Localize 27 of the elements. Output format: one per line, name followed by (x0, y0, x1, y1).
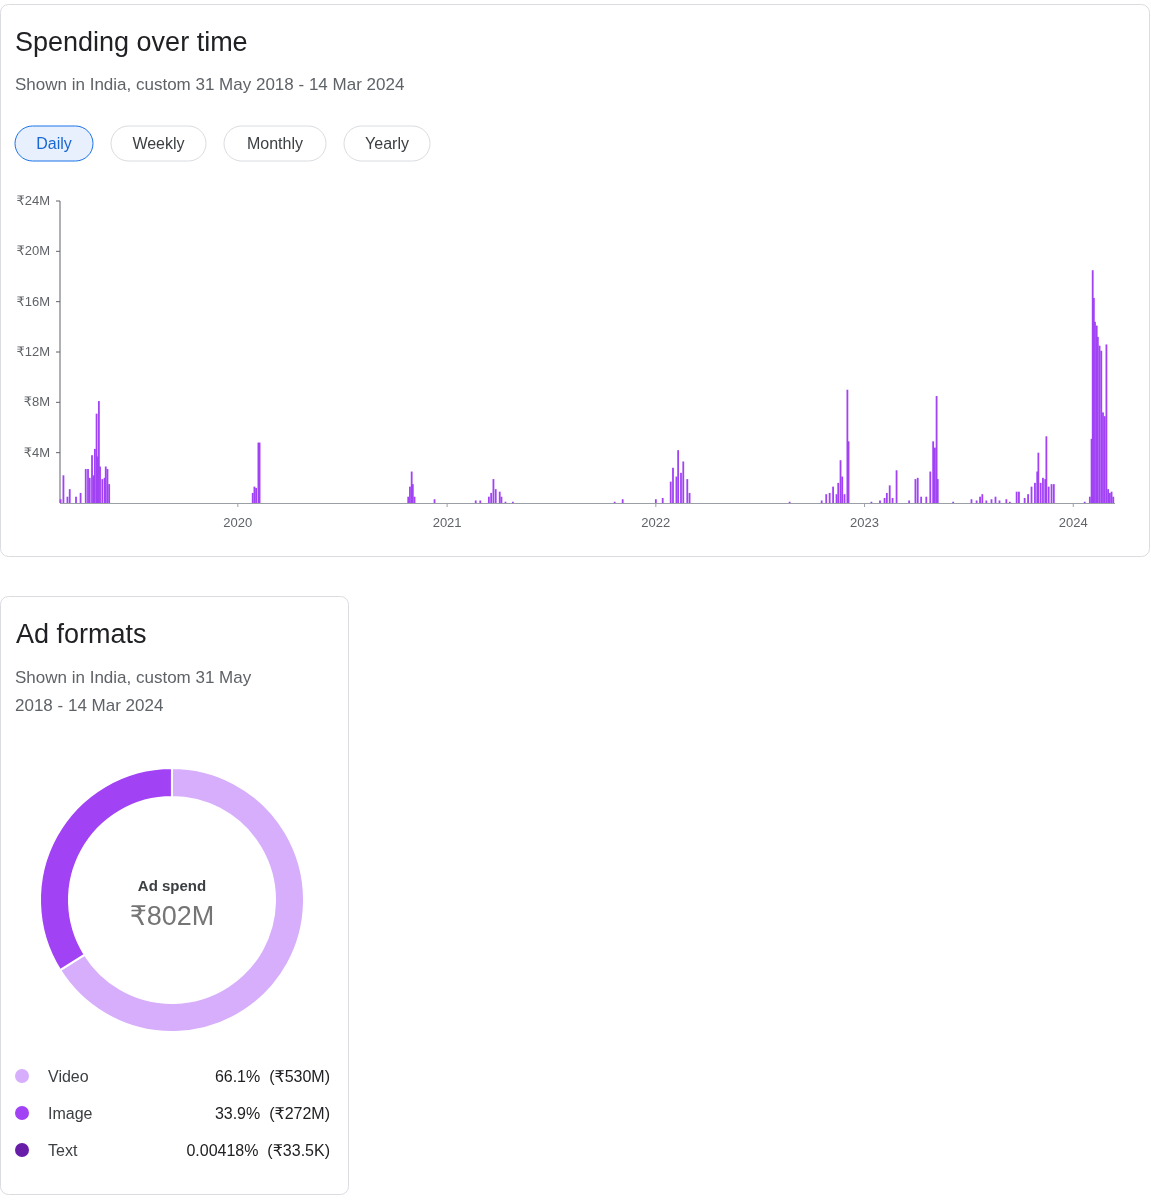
legend-label: Video (48, 1068, 89, 1085)
text: Ad spend (137, 877, 207, 894)
y-tick-label: ₹16M (16, 293, 50, 309)
y-tick-label: ₹4M (23, 444, 50, 460)
chart-subtitle: Shown in India, custom 31 May 2018 - 14 Mar 2024 (15, 75, 405, 94)
x-tick-label: 2021 (432, 515, 462, 530)
toggle-button: Monthly (223, 125, 327, 162)
toggle-button: Daily (14, 125, 94, 162)
y-tick-label: ₹20M (16, 243, 50, 259)
y-tick-label: ₹12M (16, 344, 50, 359)
data-label: 33.9% (₹272M) (214, 1105, 330, 1122)
chart-title: Ad formats (16, 619, 147, 649)
legend-label: Text (48, 1142, 78, 1159)
chart-title: Spending over time (15, 27, 248, 57)
data-label: 0.00418% (₹33.5K) (186, 1142, 330, 1159)
toggle-button: Weekly (110, 125, 207, 162)
chart-subtitle: Shown in India, custom 31 May 2018 - 14 Mar 2024 (15, 668, 252, 715)
text: ₹802M (129, 901, 215, 931)
y-tick-label: ₹8M (23, 394, 50, 410)
data-label: 66.1% (₹530M) (214, 1068, 330, 1085)
legend-label: Image (48, 1105, 93, 1122)
x-tick-label: 2023 (850, 515, 880, 530)
x-tick-label: 2020 (223, 515, 253, 530)
toggle-button: Yearly (343, 125, 431, 162)
y-tick-label: ₹24M (16, 193, 50, 208)
x-tick-label: 2022 (641, 515, 671, 530)
x-tick-label: 2024 (1058, 515, 1088, 530)
